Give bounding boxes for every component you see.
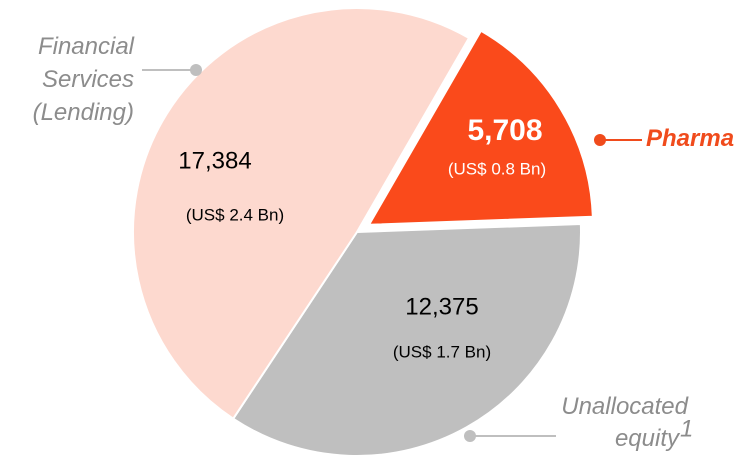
value-label: 5,708	[467, 114, 542, 147]
leader-dot	[594, 134, 606, 146]
leader-dot	[464, 430, 476, 442]
usd-label: (US$ 2.4 Bn)	[186, 205, 284, 224]
category-label-text: Unallocated	[561, 393, 688, 420]
footnote-mark: 1	[680, 415, 693, 442]
pie-slice	[131, 7, 471, 421]
value-label: 17,384	[178, 147, 251, 174]
category-label-text: Pharma	[646, 125, 734, 152]
leader-dot	[190, 64, 202, 76]
usd-label: (US$ 1.7 Bn)	[393, 342, 491, 361]
category-label: equity	[615, 425, 681, 452]
category-label-text: equity	[615, 425, 681, 452]
value-label: 12,375	[405, 293, 478, 320]
pie-slice	[367, 29, 594, 226]
category-label-text: (Lending)	[33, 99, 134, 126]
category-label: Financial	[38, 33, 135, 60]
pie-slice	[231, 222, 582, 457]
category-label: Pharma	[646, 125, 734, 152]
category-label-text: Services	[42, 66, 134, 93]
category-label-text: Financial	[38, 33, 135, 60]
usd-label: (US$ 0.8 Bn)	[448, 159, 546, 178]
category-label: (Lending)	[33, 99, 134, 126]
category-label: Unallocated	[561, 393, 688, 420]
category-label: Services	[42, 66, 134, 93]
